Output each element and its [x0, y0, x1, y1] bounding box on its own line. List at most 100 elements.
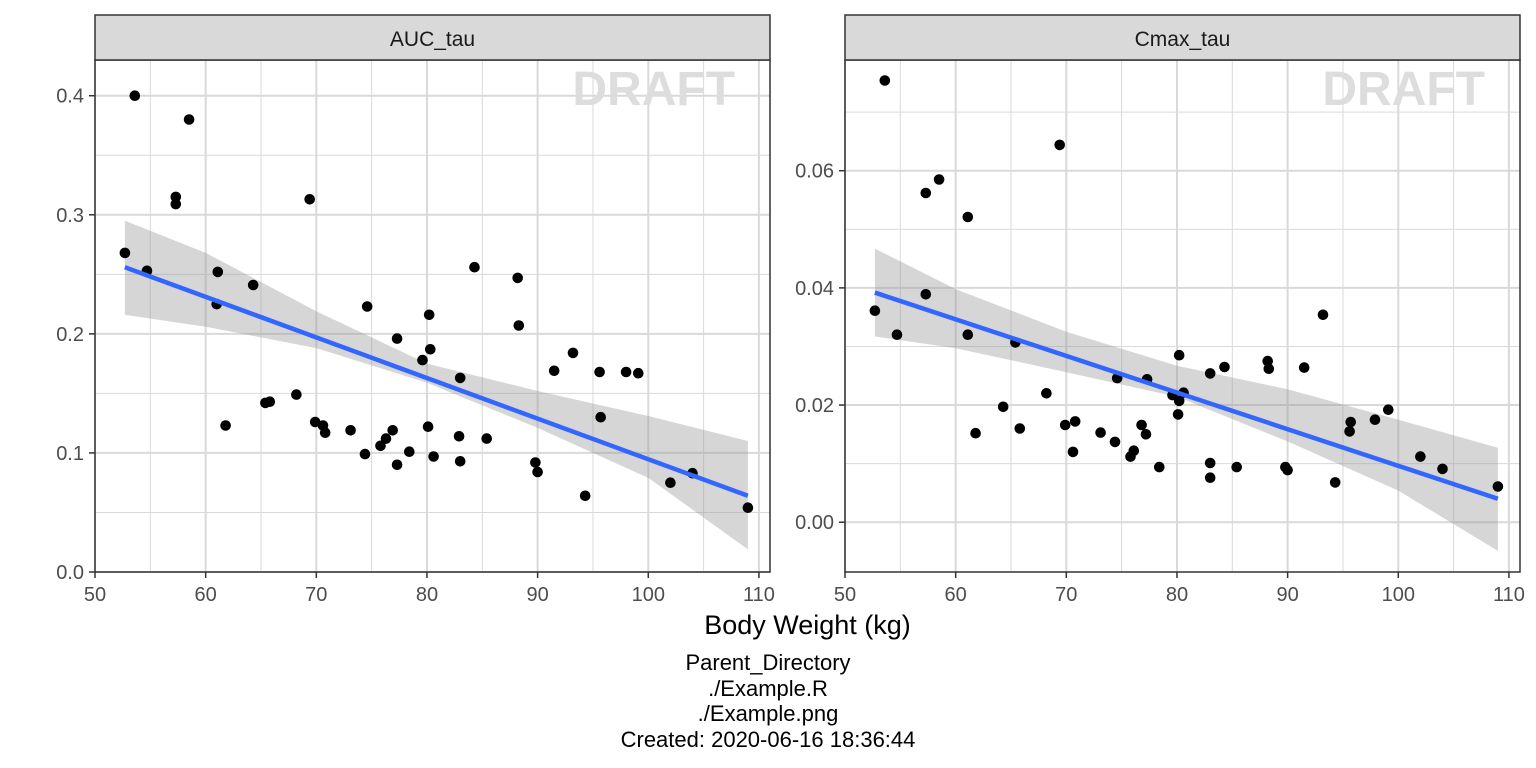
data-point — [512, 272, 523, 284]
data-point — [304, 194, 316, 205]
data-point — [1437, 463, 1448, 475]
confidence-band — [874, 248, 1498, 551]
data-point — [1014, 423, 1026, 434]
data-point — [1492, 481, 1504, 492]
data-point — [665, 477, 676, 489]
plot-canvas: DRAFT AUC_tau 0.0 0.1 0.2 0.3 0.4 50 60 70 80 90 100… — [56, 14, 1525, 640]
data-point — [579, 490, 591, 502]
x-axis-tick-label: 60 — [945, 584, 967, 606]
data-point — [422, 421, 434, 433]
data-point — [220, 420, 231, 431]
y-axis-tick-label: 0.06 — [795, 161, 834, 183]
x-axis-tick-label: 110 — [1493, 584, 1525, 606]
data-point — [920, 187, 932, 199]
watermark-text: DRAFT — [1322, 63, 1485, 116]
data-point — [962, 329, 974, 341]
data-point — [425, 344, 436, 355]
y-axis-tick-label: 0.1 — [56, 443, 84, 465]
data-point — [119, 247, 131, 259]
data-point — [891, 329, 903, 341]
x-axis-tick-label: 90 — [1276, 584, 1298, 606]
data-point — [454, 372, 466, 384]
data-point — [170, 198, 182, 210]
x-axis-tick-label: 80 — [416, 584, 438, 606]
x-axis-tick-label: 70 — [1055, 584, 1077, 606]
data-point — [247, 279, 259, 291]
caption-created-timestamp: Created: 2020-06-16 18:36:44 — [620, 726, 916, 752]
data-point — [1041, 388, 1052, 399]
data-point — [1109, 436, 1121, 448]
data-point — [361, 301, 373, 312]
data-point — [1204, 368, 1216, 379]
data-point — [454, 456, 466, 467]
data-point — [970, 427, 981, 439]
data-point — [1128, 445, 1140, 457]
y-axis-tick-label: 0.02 — [795, 395, 834, 417]
y-axis-tick-label: 0.04 — [795, 278, 834, 300]
data-point — [1173, 349, 1185, 361]
data-point — [1136, 419, 1147, 431]
x-axis-tick-label: 110 — [743, 584, 775, 606]
y-axis-tick-label: 0.4 — [56, 86, 84, 108]
facet-strip-label: AUC_tau — [390, 28, 475, 51]
x-axis-tick-label: 90 — [526, 584, 548, 606]
data-point — [595, 411, 606, 423]
caption-script-path: ./Example.R — [708, 675, 828, 701]
data-point — [633, 367, 644, 379]
y-axis-tick-label: 0.3 — [56, 205, 84, 227]
data-point — [1067, 446, 1079, 458]
data-point — [869, 305, 881, 317]
data-point — [997, 401, 1009, 413]
data-point — [481, 433, 493, 444]
data-point — [1069, 416, 1081, 427]
data-point — [375, 440, 386, 452]
x-axis-tick-label: 100 — [632, 584, 665, 606]
data-point — [1282, 464, 1293, 476]
data-point — [742, 502, 754, 513]
data-point — [1219, 361, 1230, 373]
data-point — [1344, 426, 1355, 437]
data-point — [345, 425, 356, 436]
data-point — [920, 289, 932, 300]
x-axis-tick-label: 100 — [1382, 584, 1415, 606]
data-point — [532, 466, 543, 478]
data-point — [469, 261, 480, 273]
data-point — [404, 446, 415, 458]
facet-strip-label: Cmax_tau — [1135, 28, 1231, 51]
x-axis-title: Body Weight (kg) — [704, 610, 911, 640]
data-point — [1329, 477, 1341, 488]
data-point — [417, 354, 428, 366]
data-point — [1204, 472, 1216, 484]
x-axis-tick-label: 70 — [305, 584, 327, 606]
data-point — [567, 347, 579, 359]
data-point — [1154, 461, 1165, 473]
caption-parent-directory: Parent_Directory — [685, 650, 851, 675]
data-point — [1298, 362, 1310, 373]
data-point — [513, 320, 525, 331]
data-point — [391, 333, 403, 344]
data-point — [380, 433, 392, 444]
data-point — [548, 365, 560, 377]
data-point — [1345, 416, 1356, 428]
data-point — [1059, 419, 1071, 431]
regression-line — [874, 290, 1499, 501]
data-point — [530, 457, 541, 468]
panel-background — [845, 60, 1520, 572]
facet-strip — [94, 14, 771, 61]
data-point — [879, 75, 891, 86]
x-axis-tick-label: 50 — [834, 584, 856, 606]
data-point — [264, 396, 276, 408]
data-point — [594, 366, 605, 378]
x-axis-tick-label: 50 — [84, 584, 106, 606]
y-axis-tick-label: 0.2 — [56, 324, 84, 346]
data-point — [428, 451, 439, 462]
data-point — [319, 427, 331, 439]
data-point — [1317, 309, 1329, 321]
x-axis-tick-label: 80 — [1166, 584, 1188, 606]
data-point — [291, 389, 302, 400]
regression-line — [124, 265, 749, 498]
caption-block: Parent_Directory ./Example.R ./Example.p… — [0, 650, 1536, 752]
data-point — [962, 211, 974, 223]
watermark-text: DRAFT — [572, 63, 735, 116]
data-point — [453, 431, 465, 442]
